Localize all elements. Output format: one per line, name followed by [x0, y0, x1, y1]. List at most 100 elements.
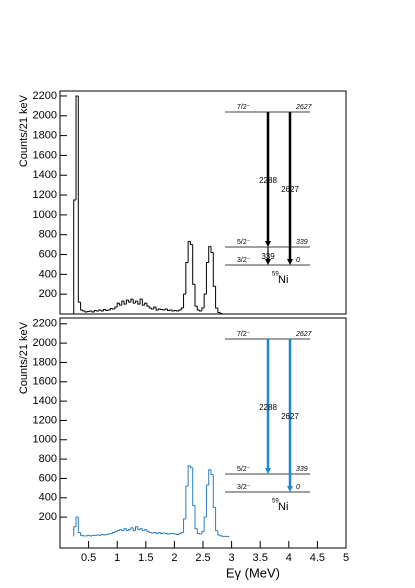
y-tick-label: 1800: [33, 356, 57, 368]
x-tick-label: 0.5: [81, 552, 96, 564]
y-tick-label: 2200: [33, 90, 57, 102]
histogram-bin: [148, 531, 152, 534]
histogram-bin: [164, 308, 168, 311]
histogram-bin: [189, 241, 193, 246]
y-tick-label: 1400: [33, 395, 57, 407]
transition-label: 339: [261, 252, 275, 261]
arrow-head: [287, 259, 293, 265]
histogram-bin: [217, 530, 221, 536]
histogram-bin: [135, 526, 138, 531]
histogram-bin: [205, 484, 209, 518]
histogram-bin: [109, 308, 113, 311]
y-tick-label: 1000: [33, 209, 57, 221]
histogram-bin: [75, 516, 79, 527]
histogram-bin: [210, 246, 214, 254]
y-axis-label: Counts/21 keV: [18, 321, 30, 394]
histogram-bin: [132, 299, 136, 304]
histogram-bin: [201, 531, 205, 534]
histogram-bin: [146, 529, 150, 533]
histogram-bin: [194, 505, 198, 530]
arrow-head: [265, 259, 271, 265]
histogram-bin: [196, 306, 200, 311]
y-tick-label: 2200: [33, 318, 57, 330]
histogram-bin: [114, 531, 118, 533]
y-tick-label: 2000: [33, 337, 57, 349]
nucleus-name: Ni: [278, 274, 288, 286]
y-tick-label: 400: [39, 492, 57, 504]
y-tick-label: 800: [39, 229, 57, 241]
y-tick-label: 600: [39, 472, 57, 484]
histogram-bin: [183, 293, 186, 309]
histogram-bin: [100, 533, 104, 536]
nucleus-name: Ni: [278, 501, 288, 513]
x-tick-label: 1: [114, 552, 120, 564]
plot-frame: [59, 317, 347, 549]
histogram-bin: [144, 302, 147, 306]
x-tick-label: 2.5: [195, 552, 210, 564]
histogram-bin: [123, 301, 127, 305]
histogram-bin: [194, 284, 198, 307]
histogram-bin: [125, 299, 129, 305]
histogram-bin: [98, 309, 102, 312]
histogram-bin: [137, 526, 141, 531]
histogram-bin: [196, 528, 200, 535]
histogram-bin: [171, 310, 175, 312]
arrow-head: [265, 468, 271, 474]
histogram-bin: [199, 310, 202, 312]
histogram-bin: [132, 527, 136, 532]
histogram-bin: [219, 312, 223, 315]
level-spin: 3/2⁻: [237, 484, 251, 491]
histogram-bin: [139, 298, 143, 305]
x-axis-label: Eγ (MeV): [226, 565, 280, 580]
histogram-bin: [128, 529, 131, 531]
histogram-bin: [208, 469, 212, 486]
plot-frame: [59, 90, 347, 315]
nucleus-mass: 59: [272, 272, 279, 278]
y-tick-label: 400: [39, 268, 57, 280]
histogram-bin: [183, 518, 186, 533]
histogram-bin: [205, 261, 209, 295]
histogram-bin: [84, 311, 88, 313]
histogram-bin: [192, 244, 195, 285]
histogram-bin: [208, 246, 212, 263]
transition-label: 2288: [259, 176, 277, 185]
transition-label: 2627: [281, 185, 299, 194]
histogram-bin: [73, 526, 77, 537]
y-tick-label: 1400: [33, 169, 57, 181]
histogram-bin: [148, 306, 152, 309]
histogram-bin: [102, 309, 106, 312]
histogram-bin: [135, 300, 138, 304]
histogram-bin: [128, 300, 131, 303]
histogram-bin: [155, 532, 159, 535]
y-tick-label: 200: [39, 288, 57, 300]
histogram-bin: [203, 516, 207, 532]
y-tick-label: 1200: [33, 189, 57, 201]
histogram-bin: [91, 311, 95, 313]
y-tick-label: 1200: [33, 414, 57, 426]
histogram-bin: [121, 300, 125, 306]
histogram-bin: [82, 310, 86, 312]
histogram-bin: [219, 534, 223, 537]
y-tick-label: 1600: [33, 376, 57, 388]
histogram-bin: [185, 261, 189, 295]
histogram-bin: [137, 301, 141, 305]
histogram-bin: [141, 299, 145, 306]
histogram-bin: [139, 528, 143, 530]
histogram-bin: [80, 302, 83, 311]
histogram-bin: [100, 310, 104, 312]
x-tick-label: 3.5: [253, 552, 268, 564]
histogram-bin: [157, 308, 161, 311]
transition-label: 2288: [259, 403, 277, 412]
level-energy: 2627: [295, 104, 313, 111]
histogram-bin: [125, 528, 129, 532]
histogram-bin: [203, 293, 207, 309]
histogram-bin: [180, 307, 184, 311]
nucleus-mass: 59: [272, 499, 279, 505]
x-tick-label: 1.5: [138, 552, 153, 564]
histogram-bin: [155, 307, 159, 311]
histogram-bin: [167, 309, 170, 312]
level-energy: 339: [296, 466, 308, 473]
histogram-bin: [130, 298, 134, 303]
level-spin: 7/2⁻: [237, 104, 251, 111]
